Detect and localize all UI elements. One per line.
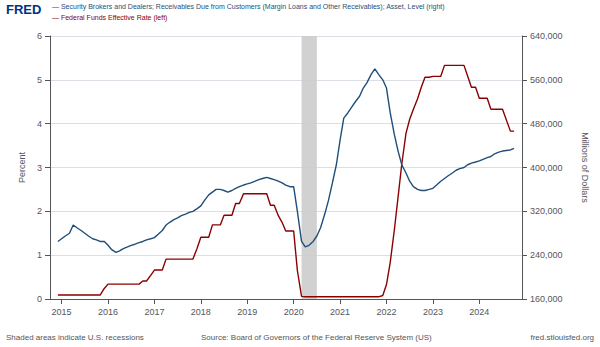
svg-text:640,000: 640,000 xyxy=(530,31,563,41)
svg-text:1: 1 xyxy=(37,250,42,260)
svg-text:160,000: 160,000 xyxy=(530,294,563,304)
svg-text:FRED: FRED xyxy=(6,2,41,17)
svg-text:— Security Brokers and Dealers: — Security Brokers and Dealers; Receivab… xyxy=(52,3,445,11)
svg-text:— Federal Funds Effective Rate: — Federal Funds Effective Rate (left) xyxy=(52,14,167,22)
svg-text:0: 0 xyxy=(37,294,42,304)
svg-text:2017: 2017 xyxy=(144,307,164,317)
svg-text:Millions of Dollars: Millions of Dollars xyxy=(580,132,590,203)
svg-text:5: 5 xyxy=(37,75,42,85)
svg-text:240,000: 240,000 xyxy=(530,250,563,260)
svg-text:2: 2 xyxy=(37,206,42,216)
svg-text:2016: 2016 xyxy=(98,307,118,317)
svg-text:Source: Board of Governors of: Source: Board of Governors of the Federa… xyxy=(201,333,432,342)
svg-text:480,000: 480,000 xyxy=(530,119,563,129)
svg-text:2024: 2024 xyxy=(469,307,489,317)
svg-text:560,000: 560,000 xyxy=(530,75,563,85)
svg-text:2018: 2018 xyxy=(191,307,211,317)
svg-text:2022: 2022 xyxy=(376,307,396,317)
svg-text:320,000: 320,000 xyxy=(530,206,563,216)
svg-text:Percent: Percent xyxy=(17,151,27,183)
svg-text:2023: 2023 xyxy=(423,307,443,317)
svg-text:2021: 2021 xyxy=(330,307,350,317)
svg-text:400,000: 400,000 xyxy=(530,163,563,173)
svg-text:2019: 2019 xyxy=(237,307,257,317)
svg-text:Shaded areas indicate U.S. rec: Shaded areas indicate U.S. recessions xyxy=(6,333,144,342)
svg-text:fred.stlouisfed.org: fred.stlouisfed.org xyxy=(530,333,594,342)
svg-text:2020: 2020 xyxy=(284,307,304,317)
svg-text:2015: 2015 xyxy=(52,307,72,317)
svg-text:6: 6 xyxy=(37,31,42,41)
svg-text:4: 4 xyxy=(37,119,42,129)
svg-text:3: 3 xyxy=(37,163,42,173)
